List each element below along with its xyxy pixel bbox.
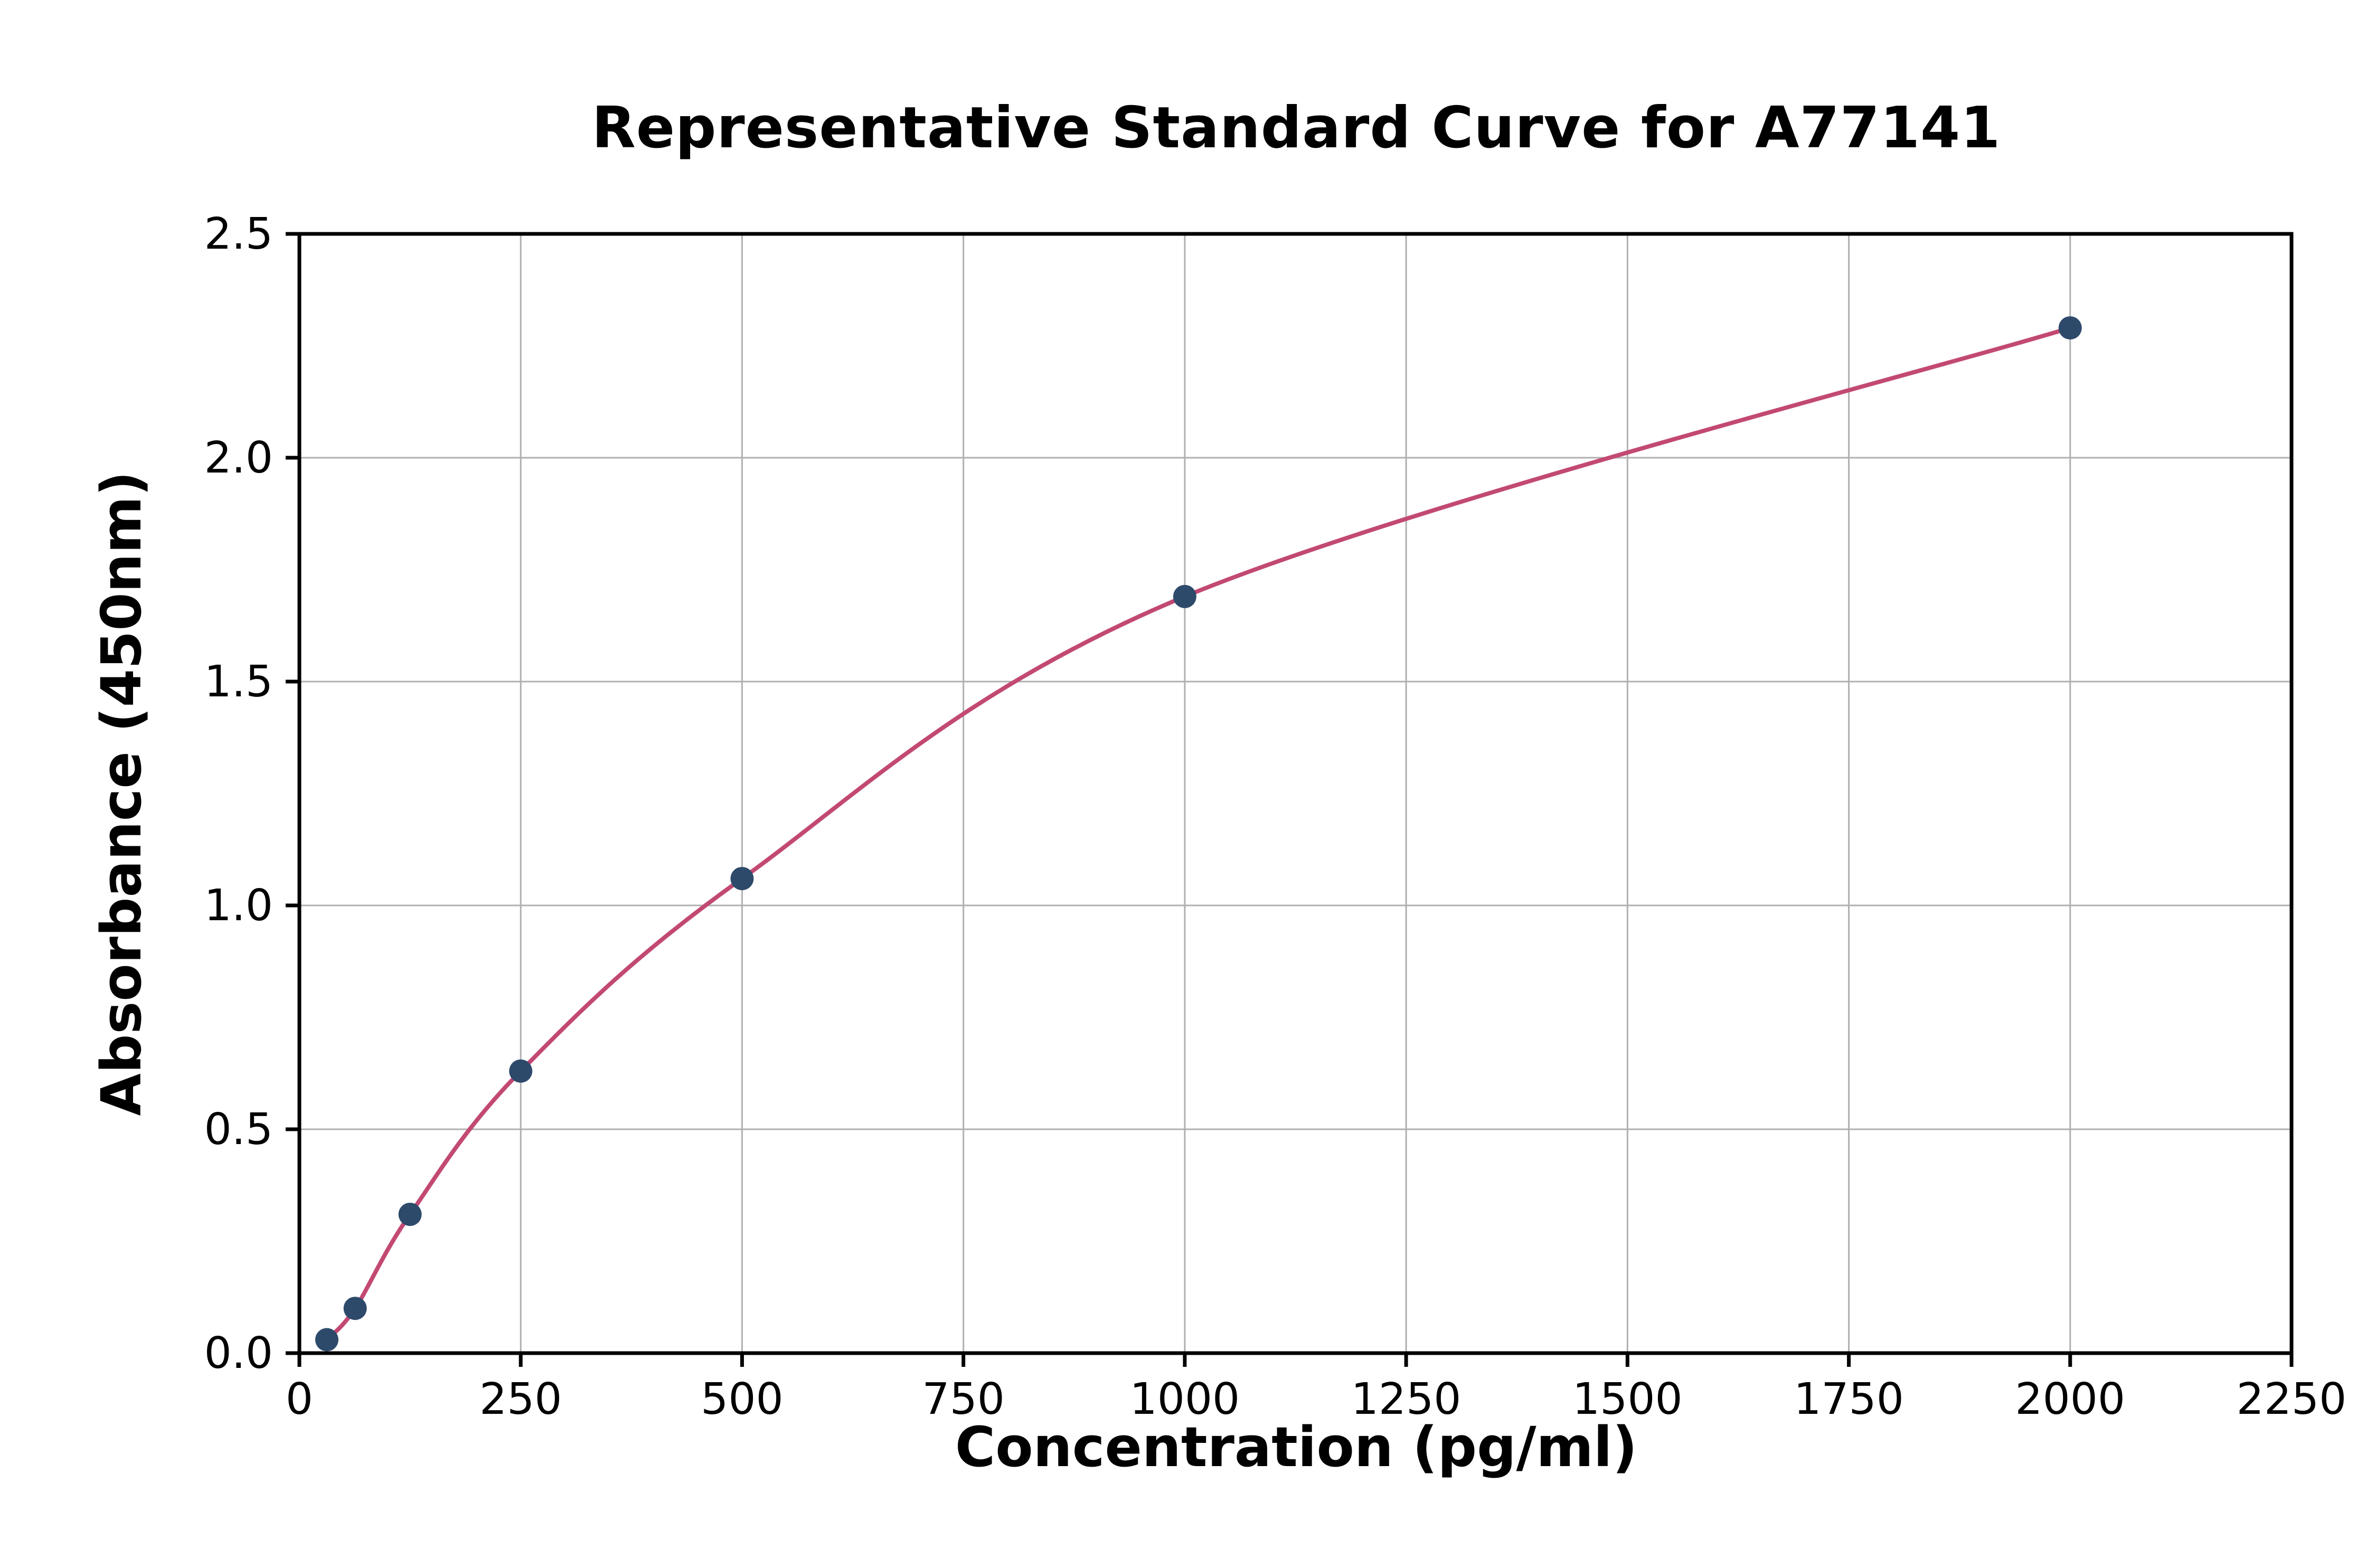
x-tick-label: 0	[286, 1374, 313, 1424]
data-point	[1173, 584, 1196, 608]
x-axis-label: Concentration (pg/ml)	[955, 1415, 1638, 1479]
data-point	[315, 1328, 338, 1352]
data-point	[343, 1297, 367, 1320]
x-tick-label: 1250	[1351, 1374, 1462, 1424]
x-tick-label: 250	[479, 1374, 562, 1424]
y-tick-label: 1.5	[204, 657, 273, 707]
x-tick-label: 500	[701, 1374, 784, 1424]
fitted-curve	[325, 326, 2071, 1342]
x-tick-label: 750	[922, 1374, 1005, 1424]
chart-title: Representative Standard Curve for A77141	[591, 95, 2001, 161]
plot-border	[297, 232, 2294, 1355]
y-tick-label: 2.5	[204, 209, 273, 259]
data-point	[398, 1203, 422, 1226]
y-axis-label: Absorbance (450nm)	[89, 471, 154, 1116]
x-tick-label: 1000	[1130, 1374, 1240, 1424]
x-tick-label: 1750	[1794, 1374, 1904, 1424]
data-point	[509, 1059, 533, 1083]
data-point	[730, 867, 754, 891]
y-tick-label: 2.0	[204, 433, 273, 483]
y-tick-label: 0.0	[204, 1328, 273, 1378]
data-point	[2058, 316, 2082, 340]
x-tick-label: 2000	[2015, 1374, 2125, 1424]
x-tick-label: 2250	[2237, 1374, 2347, 1424]
y-tick-label: 0.5	[204, 1104, 273, 1155]
x-tick-label: 1500	[1572, 1374, 1683, 1424]
y-tick-label: 1.0	[204, 881, 273, 931]
